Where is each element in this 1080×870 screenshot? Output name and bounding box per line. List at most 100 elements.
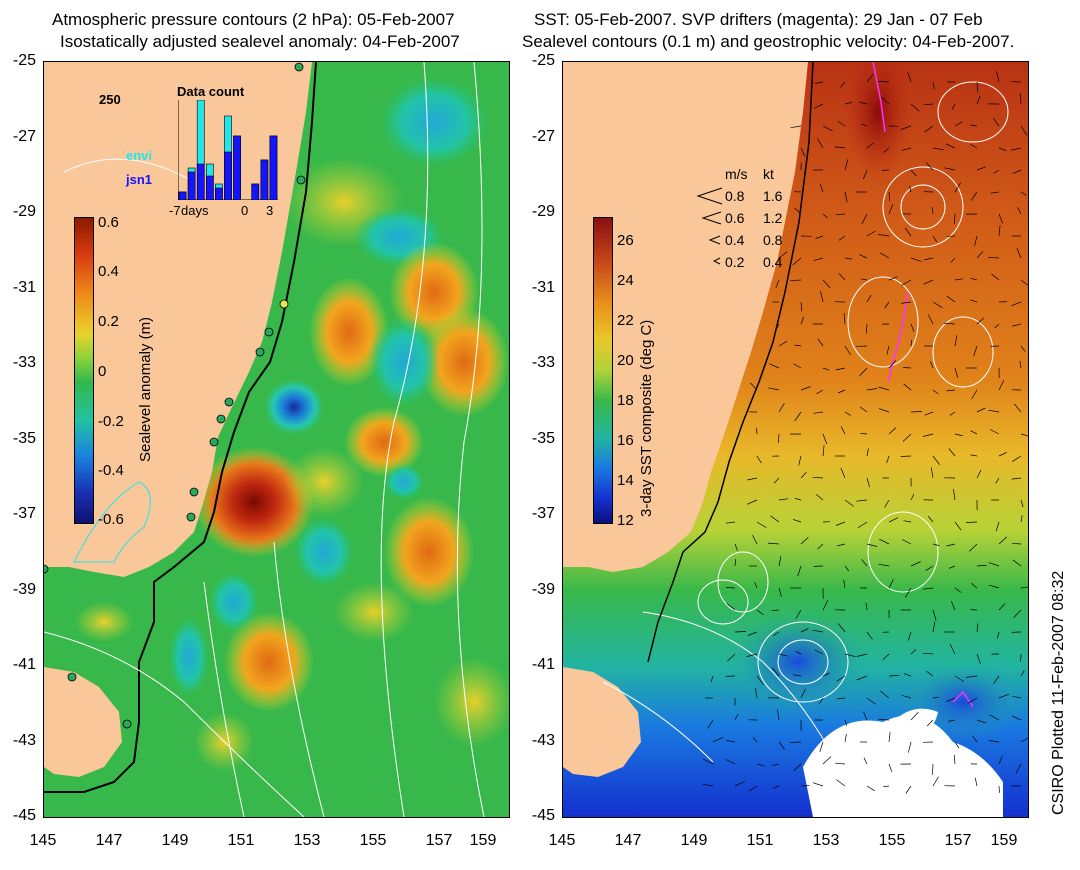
velocity-vector bbox=[800, 301, 803, 312]
velocity-vector bbox=[954, 182, 961, 193]
arrow-0-8-icon bbox=[696, 187, 723, 205]
arrow-0-4-icon bbox=[708, 235, 721, 245]
velocity-vector bbox=[932, 543, 940, 546]
left-xtick-3: 149 bbox=[161, 832, 189, 849]
velocity-vector bbox=[888, 191, 891, 202]
velocity-vector bbox=[746, 499, 758, 505]
velocity-vector bbox=[861, 213, 868, 224]
velocity-vector bbox=[1012, 169, 1022, 174]
velocity-vector bbox=[772, 785, 780, 789]
left-xtick-6: 155 bbox=[359, 832, 387, 849]
velocity-vector bbox=[844, 734, 847, 743]
velocity-vector bbox=[844, 159, 849, 171]
velocity-vector bbox=[902, 695, 912, 699]
velocity-vector bbox=[778, 251, 788, 259]
velocity-vector bbox=[965, 521, 978, 523]
velocity-vector bbox=[926, 671, 934, 677]
velocity-vector bbox=[950, 601, 956, 611]
velocity-vector bbox=[924, 411, 934, 416]
velocity-vector bbox=[993, 117, 1000, 127]
velocity-vector bbox=[844, 191, 848, 203]
velocity-vector bbox=[907, 631, 912, 641]
velocity-vector bbox=[903, 383, 912, 391]
left-xtick-8: 159 bbox=[469, 832, 497, 849]
velocity-vector bbox=[901, 147, 912, 151]
velocity-vector bbox=[988, 409, 1000, 413]
velocity-vector bbox=[794, 497, 802, 501]
velocity-vector bbox=[836, 779, 846, 787]
velocity-vector bbox=[747, 477, 758, 481]
right-title-line1: SST: 05-Feb-2007. SVP drifters (magenta)… bbox=[534, 10, 983, 29]
legend-ms-2: 0.6 bbox=[725, 210, 745, 226]
velocity-vector bbox=[792, 257, 802, 266]
credit-label: CSIRO Plotted 11-Feb-2007 08:32 bbox=[1050, 570, 1067, 815]
velocity-vector bbox=[725, 521, 736, 524]
velocity-vector bbox=[932, 389, 939, 395]
velocity-vector bbox=[888, 517, 899, 523]
velocity-vector bbox=[910, 103, 920, 112]
velocity-vector bbox=[866, 295, 872, 303]
velocity-vector bbox=[888, 427, 897, 435]
inset-bar-envi--5 bbox=[196, 100, 205, 200]
velocity-vector bbox=[973, 345, 978, 357]
velocity-vector bbox=[996, 71, 1000, 83]
velocity-vector bbox=[976, 81, 979, 93]
velocity-vector bbox=[770, 515, 780, 523]
velocity-vector bbox=[905, 587, 912, 598]
velocity-vector bbox=[836, 675, 846, 682]
velocity-vector bbox=[998, 380, 1005, 391]
velocity-vector bbox=[903, 367, 912, 369]
velocity-vector bbox=[755, 687, 758, 699]
left-ytick-11: -45 bbox=[12, 807, 36, 824]
velocity-vector bbox=[790, 279, 802, 282]
velocity-vector bbox=[989, 429, 1000, 435]
velocity-vector bbox=[756, 455, 762, 464]
velocity-vector bbox=[884, 499, 890, 508]
right-ytick-11: -45 bbox=[531, 807, 555, 824]
inset-xlabel-3: 0 bbox=[241, 203, 249, 218]
velocity-vector bbox=[727, 653, 736, 662]
velocity-vector bbox=[725, 759, 736, 765]
velocity-vector bbox=[1020, 191, 1027, 196]
velocity-vector bbox=[844, 565, 850, 572]
velocity-vector bbox=[901, 279, 912, 286]
velocity-vector bbox=[970, 454, 978, 457]
velocity-vector bbox=[881, 96, 890, 105]
velocity-vector bbox=[863, 757, 868, 765]
velocity-vector bbox=[907, 741, 912, 753]
velocity-vector bbox=[837, 389, 846, 394]
legend-jsn1: jsn1 bbox=[126, 172, 153, 187]
velocity-vector bbox=[997, 631, 1000, 639]
velocity-vector bbox=[946, 543, 956, 547]
velocity-vector bbox=[1019, 360, 1022, 369]
velocity-vector bbox=[954, 367, 959, 378]
velocity-vector bbox=[954, 433, 963, 437]
velocity-vector bbox=[910, 561, 921, 567]
velocity-vector bbox=[878, 386, 890, 391]
right-ytick-9: -41 bbox=[531, 656, 555, 673]
left-ytick-1: -25 bbox=[12, 52, 36, 69]
legend-kt-3: 0.8 bbox=[763, 232, 783, 248]
velocity-vector bbox=[866, 74, 874, 83]
velocity-vector bbox=[970, 582, 978, 589]
sst-cbar-tick-8: 12 bbox=[617, 512, 634, 529]
velocity-vector bbox=[754, 582, 758, 589]
velocity-vector bbox=[994, 323, 1000, 329]
velocity-vector bbox=[859, 406, 868, 413]
velocity-vector bbox=[840, 81, 846, 88]
velocity-vector bbox=[775, 323, 780, 331]
velocity-vector bbox=[954, 278, 964, 281]
velocity-vector bbox=[752, 535, 758, 545]
velocity-vector bbox=[752, 736, 758, 743]
velocity-vector bbox=[925, 565, 934, 571]
velocity-vector bbox=[967, 697, 978, 704]
velocity-vector bbox=[800, 628, 809, 633]
velocity-vector bbox=[844, 257, 852, 260]
velocity-vector bbox=[878, 563, 890, 567]
velocity-vector bbox=[844, 411, 851, 416]
velocity-vector bbox=[880, 690, 890, 699]
sst-cbar-tick-3: 22 bbox=[617, 312, 634, 329]
sst-map bbox=[563, 62, 1028, 817]
velocity-vector bbox=[903, 520, 912, 523]
velocity-vector bbox=[998, 603, 1006, 611]
